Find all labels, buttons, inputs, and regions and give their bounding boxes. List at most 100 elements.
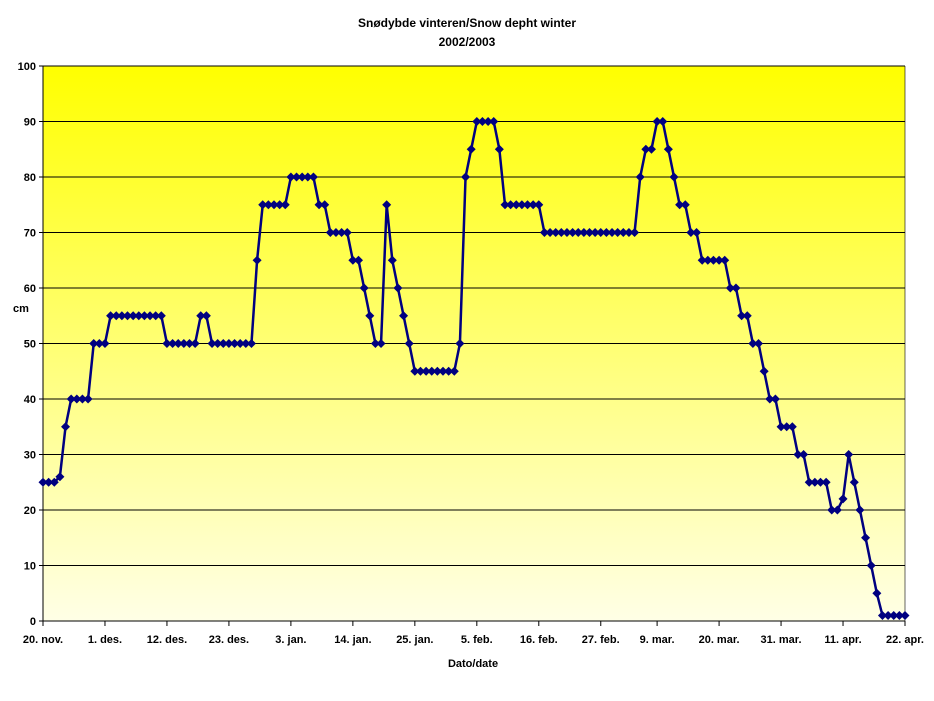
data-point-marker (731, 283, 741, 293)
data-point-marker (861, 533, 871, 543)
data-point-marker (782, 422, 792, 432)
x-tick-label: 31. mar. (761, 634, 802, 646)
data-point-marker (111, 311, 121, 321)
y-tick-label: 80 (24, 172, 36, 184)
data-point-marker (872, 588, 882, 598)
data-point-marker (562, 228, 572, 237)
data-point-marker (128, 311, 138, 321)
data-point-marker (190, 339, 200, 348)
data-point-marker (365, 311, 375, 321)
data-point-marker (692, 228, 702, 237)
data-point-marker (579, 228, 589, 237)
data-point-marker (748, 339, 758, 348)
y-tick-label: 20 (24, 505, 36, 517)
data-point-marker (432, 366, 442, 376)
data-point-marker (556, 228, 566, 237)
y-tick-label: 40 (24, 394, 36, 406)
data-point-marker (489, 117, 499, 126)
data-point-marker (145, 311, 155, 321)
data-point-marker (793, 450, 803, 459)
data-point-marker (663, 144, 673, 154)
data-point-marker (832, 505, 842, 515)
x-tick-label: 5. feb. (461, 634, 493, 646)
x-tick-label: 11. apr. (824, 634, 861, 646)
data-point-marker (618, 228, 628, 237)
data-point-marker (139, 311, 149, 321)
data-point-marker (455, 339, 465, 348)
data-point-marker (201, 311, 211, 321)
data-point-marker (44, 477, 54, 487)
data-point-marker (156, 311, 166, 321)
data-point-marker (500, 200, 510, 210)
data-point-marker (528, 200, 538, 210)
data-point-marker (596, 228, 606, 237)
data-point-marker (568, 228, 578, 237)
data-point-marker (269, 200, 279, 210)
data-point-marker (466, 144, 476, 154)
data-point-marker (348, 255, 358, 265)
data-point-marker (804, 477, 814, 487)
data-point-marker (117, 311, 127, 321)
data-point-marker (258, 200, 268, 210)
x-tick-label: 22. apr. (886, 634, 924, 646)
data-point-marker (100, 339, 110, 348)
data-point-marker (607, 228, 617, 237)
series-snow-depth (38, 117, 910, 620)
data-point-marker (235, 339, 245, 348)
data-point-marker (370, 339, 380, 348)
data-point-marker (765, 394, 775, 404)
data-point-marker (844, 450, 854, 459)
y-tick-label: 60 (24, 283, 36, 295)
data-point-marker (675, 200, 685, 210)
data-point-marker (714, 255, 724, 265)
data-point-marker (720, 255, 730, 265)
data-point-marker (404, 339, 414, 348)
data-point-marker (320, 200, 330, 210)
data-point-marker (162, 339, 172, 348)
data-point-marker (393, 283, 403, 293)
data-point-marker (246, 339, 256, 348)
data-point-marker (703, 255, 713, 265)
data-point-marker (461, 172, 471, 182)
data-point-marker (883, 610, 893, 620)
data-point-marker (325, 228, 335, 237)
data-point-marker (213, 339, 223, 348)
data-point-marker (427, 366, 437, 376)
y-tick-label: 50 (24, 339, 36, 351)
data-point-marker (376, 339, 386, 348)
y-tick-label: 90 (24, 117, 36, 129)
data-point-marker (89, 339, 99, 348)
data-point-marker (168, 339, 178, 348)
data-point-marker (179, 339, 189, 348)
data-point-marker (230, 339, 240, 348)
x-tick-label: 1. des. (88, 634, 122, 646)
data-point-marker (494, 144, 504, 154)
data-point-marker (387, 255, 397, 265)
x-tick-label: 25. jan. (396, 634, 433, 646)
data-point-marker (680, 200, 690, 210)
data-point-marker (669, 172, 679, 182)
data-point-marker (134, 311, 144, 321)
data-point-marker (354, 255, 364, 265)
data-point-marker (776, 422, 786, 432)
data-point-marker (754, 339, 764, 348)
data-point-marker (697, 255, 707, 265)
x-tick-label: 3. jan. (275, 634, 306, 646)
data-point-marker (55, 472, 65, 482)
data-point-marker (601, 228, 611, 237)
data-point-marker (658, 117, 668, 126)
data-point-marker (725, 283, 735, 293)
data-point-marker (584, 228, 594, 237)
data-point-marker (207, 339, 217, 348)
data-point-marker (686, 228, 696, 237)
data-point-marker (900, 610, 910, 620)
data-point-marker (382, 200, 392, 210)
y-tick-label: 30 (24, 450, 36, 462)
data-point-marker (821, 477, 831, 487)
data-point-marker (827, 505, 837, 515)
x-tick-label: 23. des. (209, 634, 249, 646)
data-point-marker (849, 477, 859, 487)
x-tick-label: 20. nov. (23, 634, 63, 646)
data-point-marker (224, 339, 234, 348)
data-point-marker (337, 228, 347, 237)
